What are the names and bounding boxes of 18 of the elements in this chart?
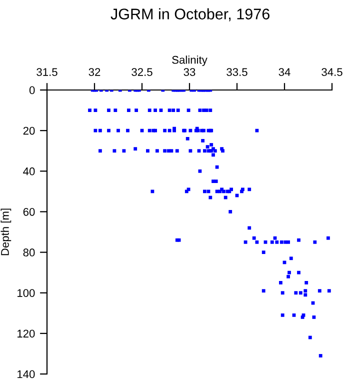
x-tick-label: 34.5 xyxy=(322,68,342,76)
y-axis-title: Depth [m] xyxy=(0,208,12,256)
y-tick-label: 140 xyxy=(18,370,35,378)
x-tick-label: 33 xyxy=(184,68,196,76)
y-tick-label: 80 xyxy=(23,248,35,256)
x-tick-label: 34 xyxy=(278,68,290,76)
x-axis-title: Salinity xyxy=(172,56,208,66)
y-tick-label: 0 xyxy=(29,86,35,94)
x-tick-label: 32.5 xyxy=(132,68,152,76)
y-tick-label: 20 xyxy=(23,126,35,135)
y-tick-label: 120 xyxy=(18,330,35,338)
x-tick-label: 31.5 xyxy=(36,68,58,76)
x-tick-label: 32 xyxy=(88,68,100,76)
x-tick-label: 33.5 xyxy=(226,68,248,76)
y-tick-label: 100 xyxy=(18,289,35,297)
y-tick-label: 40 xyxy=(23,167,35,176)
chart-title: JGRM in October, 1976 xyxy=(110,8,270,22)
y-tick-label: 60 xyxy=(23,208,35,216)
